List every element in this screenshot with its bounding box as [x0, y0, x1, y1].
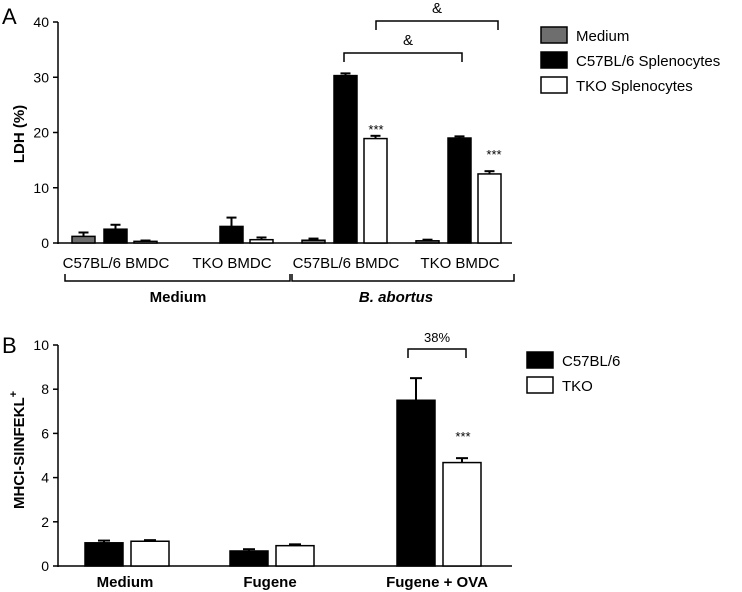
panel-b-legend-label-1: C57BL/6: [562, 353, 620, 370]
panel-b-ytick-label-4: 8: [41, 381, 49, 397]
panel-b-legend-swatch-0: [526, 351, 554, 369]
panel-a-group-bracket-0: [64, 274, 291, 282]
panel-b-ylabel-sup: +: [8, 391, 20, 397]
panel-b-bar: [442, 461, 482, 567]
panel-b-sig-1: ***: [455, 429, 470, 444]
panel-b-xtick-label-1: Fugene: [243, 574, 296, 591]
panel-a-ytick-label-0: 0: [41, 235, 49, 251]
panel-b-legend-label-2: TKO: [562, 378, 593, 395]
panel-a-sig-bracket-1: [343, 52, 463, 62]
panel-a-legend-swatch-0: [540, 26, 568, 44]
panel-a-bar: [477, 173, 502, 244]
panel-a-legend-swatch-2: [540, 76, 568, 94]
panel-a-ytick-label-3: 30: [33, 69, 49, 85]
panel-b-bar: [84, 542, 124, 567]
panel-a-xtick-label-0: C57BL/6 BMDC: [63, 255, 170, 272]
panel-a-legend-label-3: TKO Splenocytes: [576, 78, 693, 95]
panel-b-legend-swatch-1: [526, 376, 554, 394]
panel-b-bar: [275, 544, 315, 567]
panel-a-bracket-label-2: &: [432, 0, 442, 17]
panel-a-label: A: [2, 4, 17, 29]
panel-b-bar: [396, 399, 436, 567]
panel-a-bar: [415, 240, 440, 244]
panel-b-ytick-label-2: 4: [41, 470, 49, 486]
panel-b-ylabel-main: MHCI-SIINFEKL: [11, 397, 28, 509]
panel-a-legend-swatch-1: [540, 51, 568, 69]
panel-b-bracket-label: 38%: [424, 330, 450, 345]
panel-b-sig-bracket: [407, 348, 467, 358]
panel-b-ylabel: MHCI-SIINFEKL+: [8, 391, 28, 509]
panel-b-bar: [130, 540, 170, 567]
panel-b-ytick-label-1: 2: [41, 514, 49, 530]
panel-a-bar: [333, 74, 358, 244]
panel-a-bar: [447, 137, 472, 244]
panel-a-legend-label-1: Medium: [576, 28, 629, 45]
panel-b-ytick-label-3: 6: [41, 425, 49, 441]
panel-a-xtick-label-2: C57BL/6 BMDC: [293, 255, 400, 272]
panel-a-ytick-label-2: 20: [33, 125, 49, 141]
panel-a-bar: [301, 239, 326, 244]
panel-a-group-bracket-1: [291, 274, 515, 282]
panel-a-xtick-label-3: TKO BMDC: [420, 255, 499, 272]
panel-a-ytick-label-4: 40: [33, 14, 49, 30]
panel-a-ytick-label-1: 10: [33, 180, 49, 196]
panel-a-legend-label-2: C57BL/6 Splenocytes: [576, 53, 720, 70]
panel-b-ytick-label-0: 0: [41, 558, 49, 574]
panel-a-bar: [103, 228, 128, 244]
panel-b-label: B: [2, 333, 17, 358]
panel-a-bar: [133, 240, 158, 244]
panel-b-xtick-label-0: Medium: [97, 574, 154, 591]
panel-a-bar: [71, 235, 96, 244]
panel-a-sig-2: ***: [486, 147, 501, 162]
panel-a-bar: [219, 225, 244, 244]
panel-b-bar: [229, 550, 269, 567]
panel-a-bracket-label-1: &: [403, 32, 413, 49]
panel-a-sig-1: ***: [368, 122, 383, 137]
panel-a-sig-bracket-2: [375, 20, 499, 30]
panel-b-xtick-label-2: Fugene + OVA: [386, 574, 488, 591]
panel-a-bar: [249, 238, 274, 244]
panel-a-group-medium: Medium: [150, 289, 207, 306]
panel-a-bar: [363, 137, 388, 244]
panel-a-group-babortus: B. abortus: [359, 289, 433, 306]
panel-a-ylabel: LDH (%): [11, 105, 28, 163]
panel-a-xtick-label-1: TKO BMDC: [192, 255, 271, 272]
panel-b-ytick-label-5: 10: [33, 337, 49, 353]
